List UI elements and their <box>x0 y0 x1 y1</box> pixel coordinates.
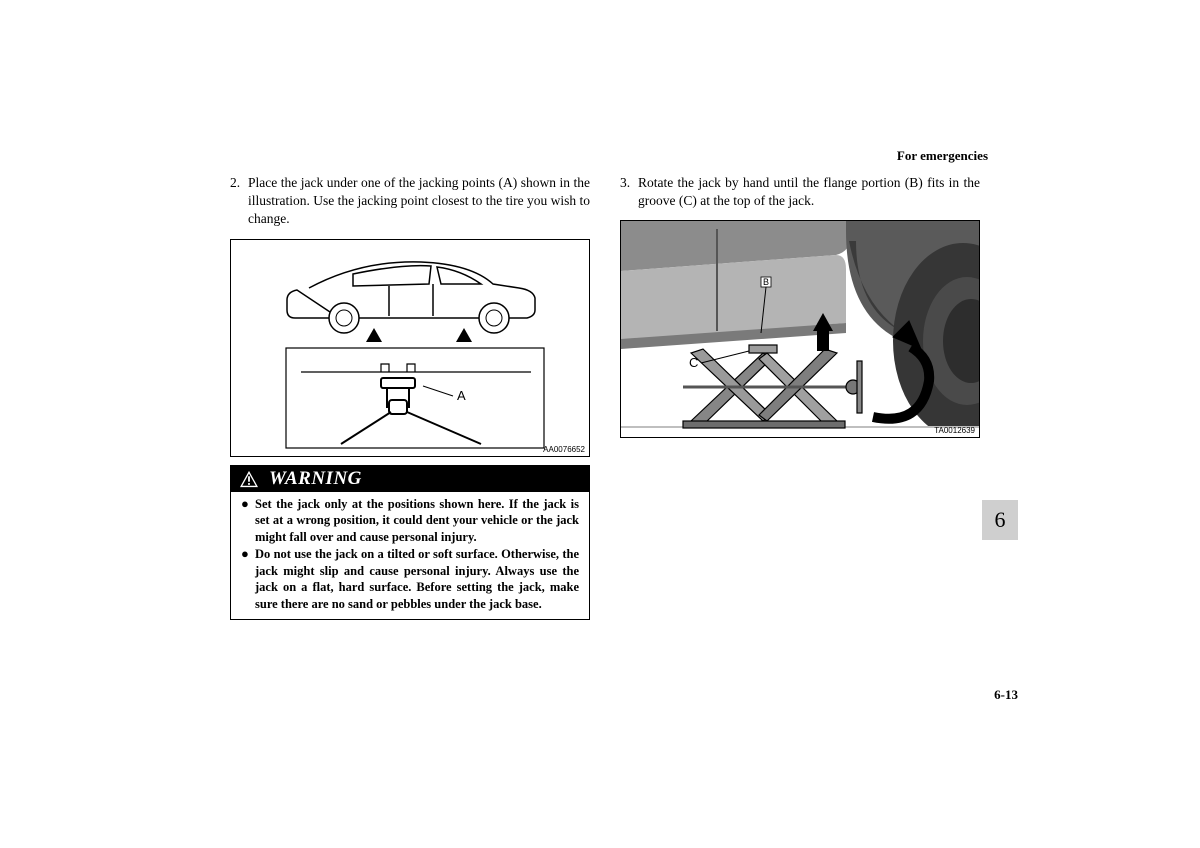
section-header: For emergencies <box>897 148 988 164</box>
warning-bullet: ● Do not use the jack on a tilted or sof… <box>241 546 579 612</box>
label-a: A <box>457 388 466 403</box>
warning-box: WARNING ● Set the jack only at the posit… <box>230 465 590 621</box>
step-3: 3. Rotate the jack by hand until the fla… <box>620 174 980 210</box>
figure-id: AA0076652 <box>543 445 585 454</box>
page-number: 6-13 <box>994 687 1018 703</box>
step-2: 2. Place the jack under one of the jacki… <box>230 174 590 229</box>
figure-jacking-points: A AA0076652 <box>230 239 590 457</box>
step-body: Rotate the jack by hand until the flange… <box>638 174 980 210</box>
bullet-icon: ● <box>241 496 255 546</box>
warning-bullet: ● Set the jack only at the positions sho… <box>241 496 579 546</box>
figure-jack-rotation: B <box>620 220 980 438</box>
warning-title: WARNING <box>269 468 362 490</box>
bullet-text: Set the jack only at the positions shown… <box>255 496 579 546</box>
label-c: C <box>689 355 698 370</box>
chapter-tab: 6 <box>982 500 1018 540</box>
label-b: B <box>763 277 769 287</box>
warning-header: WARNING <box>231 466 589 492</box>
step-body: Place the jack under one of the jacking … <box>248 174 590 229</box>
bullet-icon: ● <box>241 546 255 612</box>
warning-triangle-icon <box>239 470 259 488</box>
bullet-text: Do not use the jack on a tilted or soft … <box>255 546 579 612</box>
step-number: 2. <box>230 174 248 229</box>
step-number: 3. <box>620 174 638 210</box>
warning-body: ● Set the jack only at the positions sho… <box>231 492 589 620</box>
left-column: 2. Place the jack under one of the jacki… <box>230 174 590 620</box>
figure-id: TA0012639 <box>934 426 975 435</box>
jacking-points-illustration: A <box>231 240 591 458</box>
jack-rotation-illustration: B <box>621 221 980 438</box>
page-content: For emergencies 2. Place the jack under … <box>230 150 980 620</box>
two-column-layout: 2. Place the jack under one of the jacki… <box>230 174 980 620</box>
right-column: 3. Rotate the jack by hand until the fla… <box>620 174 980 620</box>
